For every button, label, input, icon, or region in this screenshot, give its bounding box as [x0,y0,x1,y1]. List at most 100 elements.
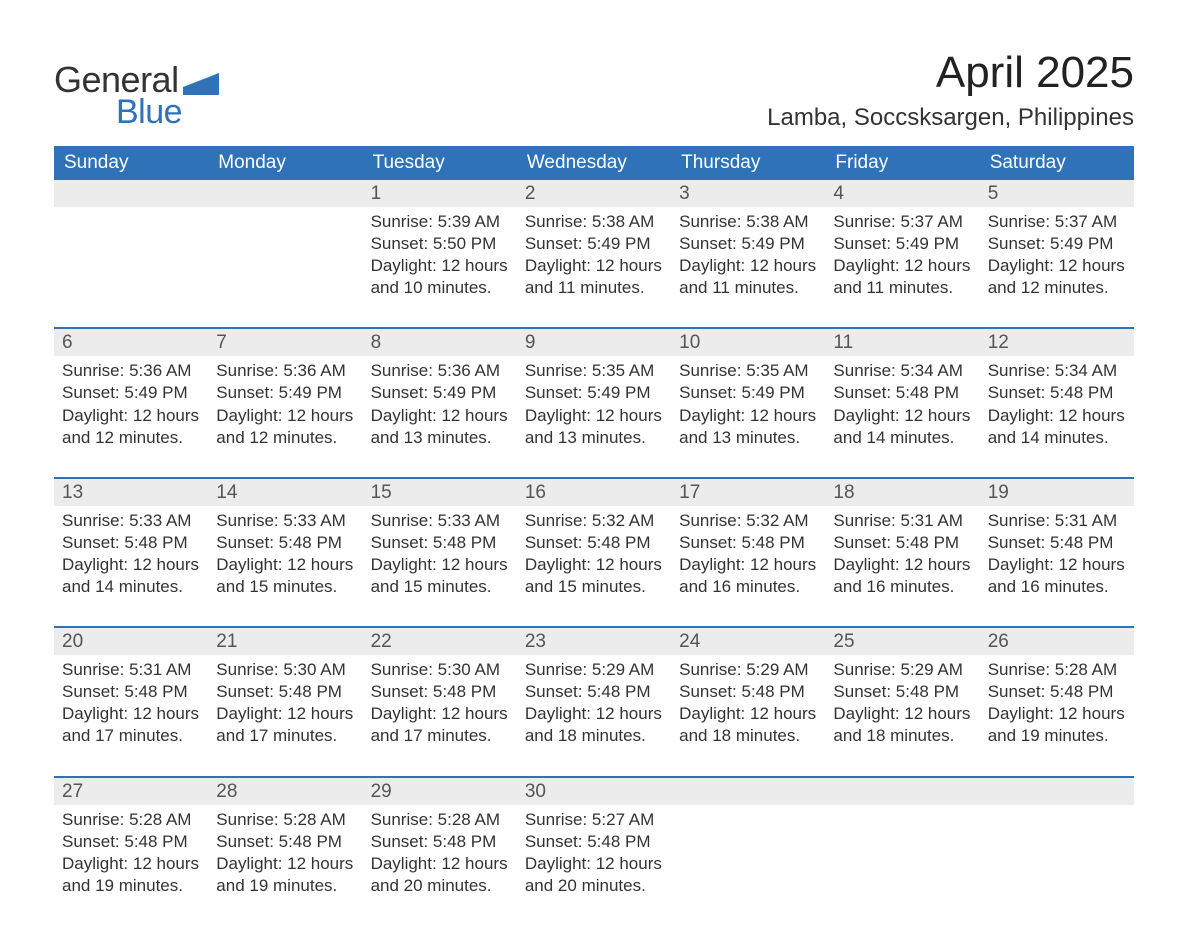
day-data-row: Sunrise: 5:36 AMSunset: 5:49 PMDaylight:… [54,356,1134,477]
empty-day [671,805,825,925]
sunset-line: Sunset: 5:49 PM [371,382,509,404]
day-number: 28 [208,778,362,805]
sunrise-line: Sunrise: 5:39 AM [371,211,509,233]
sunrise-line: Sunrise: 5:38 AM [525,211,663,233]
day-number: 2 [517,180,671,207]
sunset-line: Sunset: 5:48 PM [62,681,200,703]
day-cell: Sunrise: 5:37 AMSunset: 5:49 PMDaylight:… [980,207,1134,328]
day-number: 14 [208,479,362,506]
sunset-line: Sunset: 5:49 PM [525,233,663,255]
day-number: 15 [363,479,517,506]
day-number-row: 6789101112 [54,329,1134,356]
daylight-line: Daylight: 12 hours and 19 minutes. [216,853,354,897]
daylight-line: Daylight: 12 hours and 18 minutes. [525,703,663,747]
day-cell: Sunrise: 5:34 AMSunset: 5:48 PMDaylight:… [980,356,1134,477]
day-number: 8 [363,329,517,356]
col-sunday: Sunday [54,146,208,180]
daylight-line: Daylight: 12 hours and 13 minutes. [525,405,663,449]
day-cell: Sunrise: 5:34 AMSunset: 5:48 PMDaylight:… [825,356,979,477]
day-cell: Sunrise: 5:31 AMSunset: 5:48 PMDaylight:… [54,655,208,776]
col-friday: Friday [825,146,979,180]
day-data-row: Sunrise: 5:31 AMSunset: 5:48 PMDaylight:… [54,655,1134,776]
day-number: 18 [825,479,979,506]
day-number: 12 [980,329,1134,356]
day-cell: Sunrise: 5:32 AMSunset: 5:48 PMDaylight:… [517,506,671,627]
day-number: 23 [517,628,671,655]
daylight-line: Daylight: 12 hours and 16 minutes. [833,554,971,598]
day-number: 10 [671,329,825,356]
day-cell: Sunrise: 5:38 AMSunset: 5:49 PMDaylight:… [517,207,671,328]
empty-day [671,778,825,805]
sunset-line: Sunset: 5:49 PM [216,382,354,404]
daylight-line: Daylight: 12 hours and 14 minutes. [833,405,971,449]
sunset-line: Sunset: 5:48 PM [216,831,354,853]
sunrise-line: Sunrise: 5:35 AM [679,360,817,382]
day-number: 19 [980,479,1134,506]
day-number: 3 [671,180,825,207]
location-subtitle: Lamba, Soccsksargen, Philippines [767,104,1134,132]
sunset-line: Sunset: 5:48 PM [525,532,663,554]
daylight-line: Daylight: 12 hours and 12 minutes. [62,405,200,449]
day-number-row: 27282930 [54,778,1134,805]
sunrise-line: Sunrise: 5:30 AM [216,659,354,681]
day-number: 11 [825,329,979,356]
daylight-line: Daylight: 12 hours and 17 minutes. [371,703,509,747]
sunset-line: Sunset: 5:48 PM [62,831,200,853]
day-cell: Sunrise: 5:39 AMSunset: 5:50 PMDaylight:… [363,207,517,328]
sunset-line: Sunset: 5:48 PM [371,831,509,853]
brand-logo: General Blue [54,59,219,132]
day-number: 4 [825,180,979,207]
day-data-row: Sunrise: 5:33 AMSunset: 5:48 PMDaylight:… [54,506,1134,627]
day-cell: Sunrise: 5:36 AMSunset: 5:49 PMDaylight:… [54,356,208,477]
day-number: 13 [54,479,208,506]
daylight-line: Daylight: 12 hours and 12 minutes. [988,255,1126,299]
day-cell: Sunrise: 5:36 AMSunset: 5:49 PMDaylight:… [208,356,362,477]
sunrise-line: Sunrise: 5:36 AM [371,360,509,382]
sunset-line: Sunset: 5:48 PM [525,831,663,853]
daylight-line: Daylight: 12 hours and 11 minutes. [525,255,663,299]
daylight-line: Daylight: 12 hours and 19 minutes. [62,853,200,897]
sunrise-line: Sunrise: 5:29 AM [679,659,817,681]
daylight-line: Daylight: 12 hours and 11 minutes. [833,255,971,299]
day-number: 22 [363,628,517,655]
day-number-row: 12345 [54,180,1134,207]
sunrise-line: Sunrise: 5:30 AM [371,659,509,681]
day-number: 25 [825,628,979,655]
sunrise-line: Sunrise: 5:37 AM [833,211,971,233]
day-cell: Sunrise: 5:29 AMSunset: 5:48 PMDaylight:… [825,655,979,776]
sunset-line: Sunset: 5:50 PM [371,233,509,255]
sunset-line: Sunset: 5:49 PM [988,233,1126,255]
daylight-line: Daylight: 12 hours and 11 minutes. [679,255,817,299]
col-wednesday: Wednesday [517,146,671,180]
sunset-line: Sunset: 5:48 PM [371,532,509,554]
sunrise-line: Sunrise: 5:35 AM [525,360,663,382]
daylight-line: Daylight: 12 hours and 20 minutes. [371,853,509,897]
sunset-line: Sunset: 5:48 PM [833,681,971,703]
daylight-line: Daylight: 12 hours and 18 minutes. [679,703,817,747]
daylight-line: Daylight: 12 hours and 15 minutes. [525,554,663,598]
sunset-line: Sunset: 5:48 PM [833,382,971,404]
daylight-line: Daylight: 12 hours and 14 minutes. [988,405,1126,449]
sunrise-line: Sunrise: 5:33 AM [62,510,200,532]
sunrise-line: Sunrise: 5:36 AM [216,360,354,382]
day-number: 27 [54,778,208,805]
day-number-row: 13141516171819 [54,479,1134,506]
day-cell: Sunrise: 5:37 AMSunset: 5:49 PMDaylight:… [825,207,979,328]
calendar-table: Sunday Monday Tuesday Wednesday Thursday… [54,146,1134,925]
day-cell: Sunrise: 5:31 AMSunset: 5:48 PMDaylight:… [980,506,1134,627]
day-number: 30 [517,778,671,805]
daylight-line: Daylight: 12 hours and 13 minutes. [679,405,817,449]
day-number: 7 [208,329,362,356]
sunset-line: Sunset: 5:48 PM [525,681,663,703]
empty-day [54,207,208,328]
sunset-line: Sunset: 5:48 PM [216,681,354,703]
sunrise-line: Sunrise: 5:34 AM [988,360,1126,382]
day-cell: Sunrise: 5:28 AMSunset: 5:48 PMDaylight:… [208,805,362,925]
weekday-header-row: Sunday Monday Tuesday Wednesday Thursday… [54,146,1134,180]
brand-flag-icon [183,73,219,95]
sunrise-line: Sunrise: 5:29 AM [833,659,971,681]
day-cell: Sunrise: 5:33 AMSunset: 5:48 PMDaylight:… [208,506,362,627]
empty-day [980,805,1134,925]
sunset-line: Sunset: 5:48 PM [62,532,200,554]
day-cell: Sunrise: 5:38 AMSunset: 5:49 PMDaylight:… [671,207,825,328]
